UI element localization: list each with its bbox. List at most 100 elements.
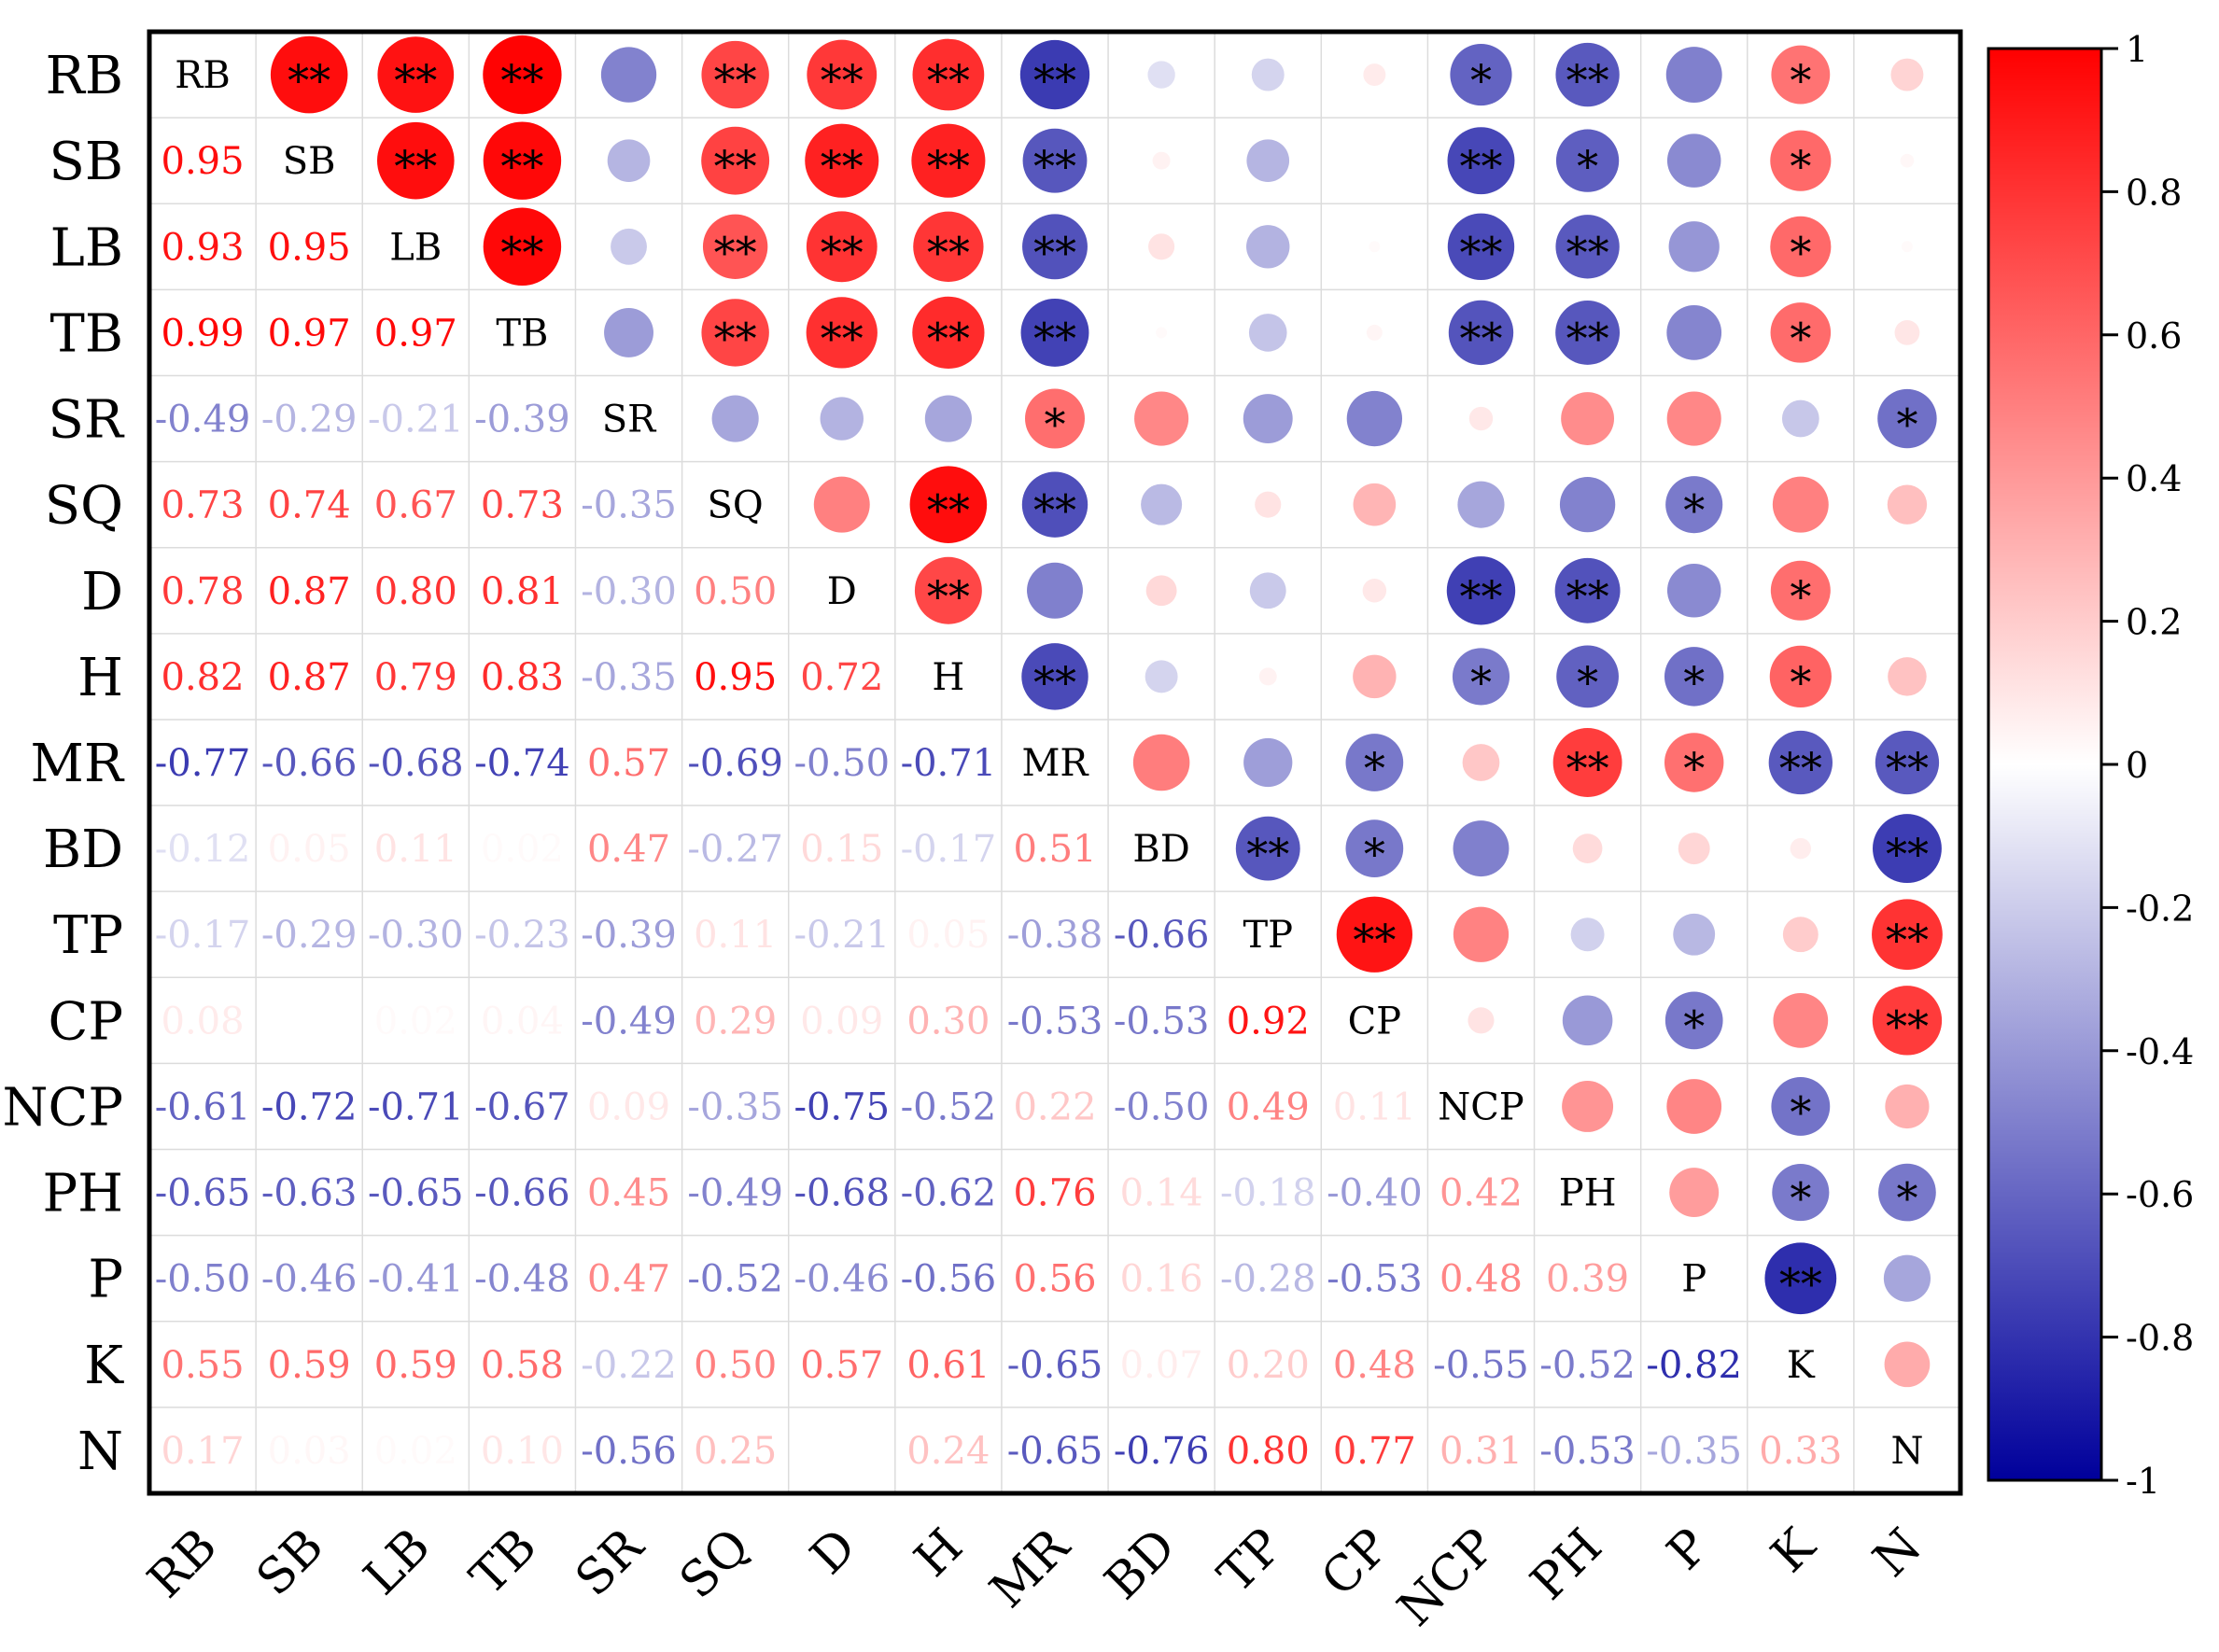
correlation-circle xyxy=(270,35,348,114)
correlation-circle xyxy=(1027,562,1083,619)
correlation-circle xyxy=(1770,216,1832,277)
y-tick-label: H xyxy=(77,648,123,708)
correlation-value: 0.42 xyxy=(1440,1172,1523,1215)
x-tick-label: RB xyxy=(137,1519,228,1609)
colorbar-tick-label: -0.2 xyxy=(2126,888,2194,929)
correlation-circle xyxy=(701,40,769,109)
correlation-value: -0.65 xyxy=(1007,1430,1103,1473)
correlation-circle xyxy=(1446,556,1516,625)
correlation-value: 0.87 xyxy=(268,656,351,699)
correlation-value: -0.35 xyxy=(687,1085,783,1128)
correlation-value: 0.15 xyxy=(800,828,883,871)
diagonal-label: D xyxy=(827,570,857,613)
y-tick-label: RB xyxy=(46,46,123,106)
correlation-circle xyxy=(1020,298,1089,367)
correlation-circle xyxy=(1248,314,1287,352)
correlation-circle xyxy=(1468,406,1494,431)
significance-mark: ** xyxy=(1353,915,1396,965)
significance-mark: * xyxy=(1045,399,1066,450)
correlation-value: 0.31 xyxy=(1440,1430,1523,1473)
significance-mark: ** xyxy=(1459,313,1502,363)
correlation-value: 0.48 xyxy=(1333,1344,1416,1387)
correlation-value: -0.29 xyxy=(261,914,358,957)
correlation-circle xyxy=(1152,151,1171,170)
correlation-value: 0.55 xyxy=(162,1344,245,1387)
y-tick-label: PH xyxy=(42,1164,123,1225)
correlation-value: 0.47 xyxy=(587,1258,670,1301)
significance-mark: ** xyxy=(1033,657,1076,707)
correlation-circle xyxy=(1246,225,1290,269)
correlation-value: -0.66 xyxy=(474,1172,570,1215)
correlation-value: -0.52 xyxy=(901,1085,997,1128)
x-tick-label: TB xyxy=(460,1519,548,1606)
correlation-circle xyxy=(805,123,879,198)
significance-mark: ** xyxy=(1779,743,1822,793)
significance-mark: * xyxy=(1896,1173,1917,1224)
significance-mark: ** xyxy=(1566,55,1609,105)
x-tick-label: NCP xyxy=(1387,1519,1506,1637)
y-tick-label: D xyxy=(81,562,123,623)
correlation-circle xyxy=(1249,572,1286,609)
correlation-circle xyxy=(1353,483,1397,526)
significance-mark: ** xyxy=(714,227,757,277)
significance-mark: ** xyxy=(821,55,864,105)
significance-mark: ** xyxy=(1566,227,1609,277)
correlation-circle xyxy=(1664,647,1724,707)
correlation-circle xyxy=(1022,128,1088,193)
correlation-circle xyxy=(1790,837,1812,860)
correlation-value: -0.28 xyxy=(1220,1258,1316,1301)
correlation-value: 0.73 xyxy=(481,484,564,527)
correlation-circle xyxy=(912,38,985,111)
correlation-circle xyxy=(813,476,870,533)
significance-mark: * xyxy=(1683,743,1705,793)
correlation-circle xyxy=(1346,390,1403,447)
significance-mark: * xyxy=(1790,571,1811,622)
correlation-circle xyxy=(1552,728,1622,797)
correlation-circle xyxy=(1134,391,1189,446)
correlation-circle xyxy=(1665,47,1722,104)
correlation-value: 0.48 xyxy=(1440,1258,1523,1301)
correlation-circle xyxy=(1145,660,1178,693)
colorbar-tick-label: -0.6 xyxy=(2126,1174,2194,1215)
significance-mark: * xyxy=(1364,743,1385,793)
correlation-circle xyxy=(1336,896,1412,973)
colorbar-tick-label: 0.8 xyxy=(2126,172,2182,213)
correlation-circle xyxy=(1665,476,1723,534)
correlation-value: -0.35 xyxy=(581,484,677,527)
correlation-circle xyxy=(1468,1007,1495,1034)
correlation-value: -0.52 xyxy=(1539,1344,1636,1387)
correlation-circle xyxy=(1894,320,1920,345)
correlation-circle xyxy=(1363,63,1386,87)
significance-mark: * xyxy=(1470,657,1492,707)
correlation-value: -0.61 xyxy=(155,1085,251,1128)
significance-mark: * xyxy=(1470,55,1492,105)
x-tick-label: PH xyxy=(1521,1519,1613,1611)
diagonal-label: SB xyxy=(283,140,336,183)
correlation-circle xyxy=(1884,1341,1931,1388)
correlation-value: -0.29 xyxy=(261,399,358,441)
correlation-circle xyxy=(1145,575,1177,607)
diagonal-label: K xyxy=(1787,1344,1816,1387)
correlation-circle xyxy=(377,36,455,113)
correlation-value: -0.53 xyxy=(1327,1258,1423,1301)
correlation-value: 0.07 xyxy=(1120,1344,1203,1387)
diagonal-label: SQ xyxy=(708,484,764,527)
significance-mark: ** xyxy=(1033,313,1076,363)
significance-mark: ** xyxy=(1566,571,1609,622)
significance-mark: ** xyxy=(1886,743,1929,793)
correlation-circle xyxy=(1448,300,1514,366)
correlation-circle xyxy=(600,47,657,103)
correlation-circle xyxy=(1559,476,1616,533)
correlation-circle xyxy=(1132,734,1190,791)
correlation-value: -0.63 xyxy=(261,1172,358,1215)
correlation-circle xyxy=(1877,388,1937,449)
correlation-value: 0.50 xyxy=(694,1344,777,1387)
correlation-value: 0.20 xyxy=(1227,1344,1310,1387)
diagonal-label: P xyxy=(1681,1258,1706,1301)
correlation-circle xyxy=(1561,392,1615,445)
x-tick-label: D xyxy=(800,1519,867,1586)
diagonal-label: SR xyxy=(602,399,657,441)
correlation-value: -0.53 xyxy=(1007,1000,1103,1043)
correlation-value: 0.92 xyxy=(1227,1000,1310,1043)
correlation-value: 0.10 xyxy=(481,1430,564,1473)
